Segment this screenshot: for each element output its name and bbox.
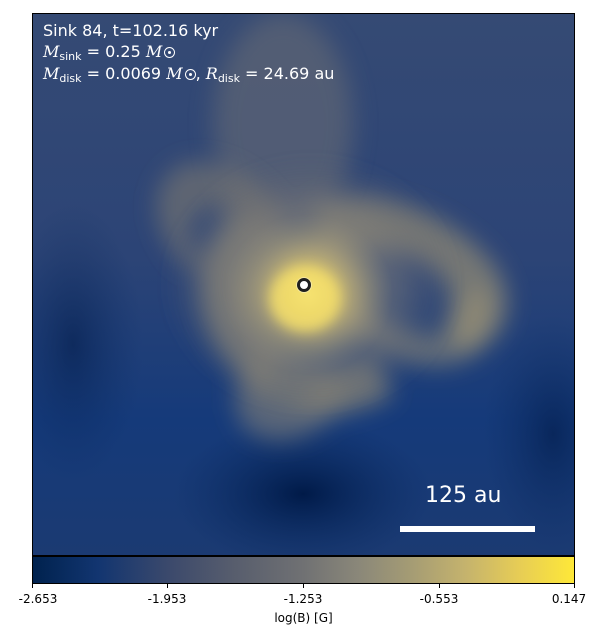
colorbar-tick-label: 0.147: [551, 592, 587, 606]
colorbar-tick-label: -0.553: [419, 592, 459, 606]
disk-mass-symbol: M: [43, 64, 60, 83]
colorbar-tick-label: -1.253: [283, 592, 323, 606]
scale-bar-label: 125 au: [425, 483, 502, 508]
disk-radius-symbol: R: [205, 64, 218, 83]
disk-mass-value: 0.0069: [105, 64, 162, 83]
colorbar-tick: [303, 584, 304, 588]
colorbar-tick: [32, 584, 33, 588]
disk-radius-unit: au: [314, 64, 335, 83]
dark-region-right: [483, 314, 574, 554]
scale-bar: [400, 526, 535, 532]
magnetic-field-map: Sink 84, t=102.16 kyr Msink = 0.25 M Mdi…: [32, 13, 575, 556]
sink-title: Sink 84, t=102.16 kyr: [43, 21, 219, 40]
sink-mass-subscript: sink: [59, 50, 82, 63]
core-hotspot: [270, 267, 340, 331]
sink-mass-line: Msink = 0.25 M: [43, 42, 176, 67]
colorbar-tick: [439, 584, 440, 588]
colorbar-tick: [574, 584, 575, 588]
disk-properties-line: Mdisk = 0.0069 M, Rdisk = 24.69 au: [43, 64, 335, 85]
dark-region-lower: [173, 419, 433, 555]
disk-radius-subscript: disk: [217, 72, 240, 85]
colorbar-tick: [167, 584, 168, 588]
colorbar: [32, 556, 575, 584]
sink-mass-value: 0.25: [105, 42, 141, 61]
disk-radius-value: 24.69: [263, 64, 310, 83]
sink-mass-symbol: M: [43, 42, 60, 61]
solar-symbol-icon: [164, 47, 176, 58]
solar-symbol-icon: [184, 69, 196, 80]
dark-region-left: [33, 204, 143, 484]
field-image: [33, 14, 574, 555]
disk-mass-subscript: disk: [59, 72, 82, 85]
colorbar-label: log(B) [G]: [274, 611, 333, 625]
sink-marker-icon: [297, 278, 311, 292]
colorbar-tick-label: -2.653: [18, 592, 58, 606]
colorbar-tick-label: -1.953: [147, 592, 187, 606]
